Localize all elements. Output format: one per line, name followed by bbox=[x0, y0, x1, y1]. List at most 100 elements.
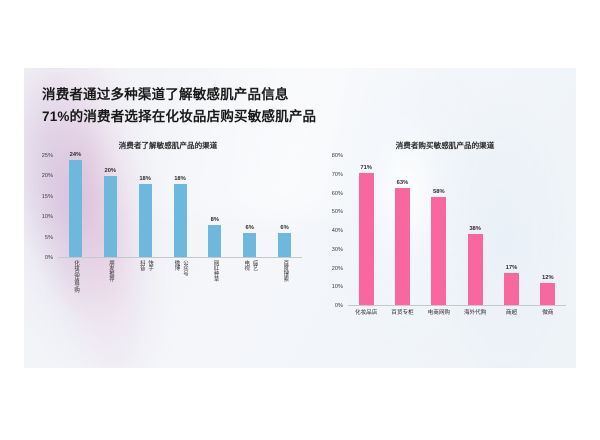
x-axis-category: 百货专柜 bbox=[384, 308, 420, 324]
x-axis-category: 朋友推荐 bbox=[93, 260, 128, 306]
bar-item[interactable]: 12% bbox=[530, 156, 566, 305]
x-axis-category: 百度搜索 bbox=[267, 260, 302, 306]
bar[interactable] bbox=[173, 184, 187, 257]
x-axis-category: 电商网购 bbox=[421, 308, 457, 324]
x-axis-category-label: 微商 bbox=[542, 310, 554, 316]
bar-item[interactable]: 8% bbox=[197, 156, 232, 257]
y-axis: 25% 20% 15% 10% 5% 0% bbox=[30, 153, 56, 261]
bar-item[interactable]: 71% bbox=[348, 156, 384, 305]
bar-value-label: 6% bbox=[245, 224, 254, 231]
bar[interactable] bbox=[394, 187, 410, 305]
bar[interactable] bbox=[243, 232, 257, 257]
chart-purchase-channels: 消费者购买敏感肌产品的渠道 80% 70% 60% 50% 40% 30% 20% 10% 0%… bbox=[320, 140, 570, 368]
plot-area: 25% 20% 15% 10% 5% 0% 24% 20% 18% 18% 8% 6% 6% bbox=[30, 152, 306, 261]
bar[interactable] bbox=[467, 234, 483, 305]
bar[interactable] bbox=[208, 224, 222, 257]
y-axis-tick: 20% bbox=[41, 173, 53, 180]
bar-item[interactable]: 20% bbox=[93, 156, 128, 257]
bar-value-label: 71% bbox=[360, 164, 372, 171]
y-axis-tick: 25% bbox=[41, 153, 53, 159]
x-axis-category: 抖音 快手 bbox=[128, 260, 163, 306]
bar[interactable] bbox=[103, 176, 117, 257]
bar-value-label: 63% bbox=[396, 179, 409, 186]
chart-awareness-channels: 消费者了解敏感肌产品的渠道 25% 20% 15% 10% 5% 0% 24% 20% 18%… bbox=[30, 140, 306, 368]
x-axis-category-label: 化妆品店导购 bbox=[73, 260, 80, 293]
y-axis-tick: 10% bbox=[41, 214, 53, 221]
bar-value-label: 24% bbox=[69, 152, 82, 159]
y-axis: 80% 70% 60% 50% 40% 30% 20% 10% 0% bbox=[320, 153, 346, 309]
x-axis-category: 海外代购 bbox=[457, 308, 493, 324]
bar-value-label: 18% bbox=[139, 176, 151, 183]
x-axis-category-label: 电视 bbox=[243, 260, 250, 271]
bar-item[interactable]: 18% bbox=[128, 156, 163, 257]
x-axis-categories: 化妆品店 百货专柜 电商网购 海外代购 商超 微商 bbox=[348, 308, 566, 324]
y-axis-tick: 10% bbox=[331, 284, 343, 291]
chart-title: 消费者了解敏感肌产品的渠道 bbox=[118, 141, 218, 150]
bar[interactable] bbox=[68, 160, 82, 257]
x-axis-category: 微博 公众号 bbox=[163, 260, 198, 306]
headline-line-1: 消费者通过多种渠道了解敏感肌产品信息 bbox=[42, 87, 289, 102]
bar-item[interactable]: 58% bbox=[421, 156, 457, 305]
y-axis-tick: 80% bbox=[331, 153, 343, 159]
bar-value-label: 58% bbox=[433, 188, 445, 195]
bar[interactable] bbox=[540, 282, 556, 305]
bar-value-label: 20% bbox=[104, 168, 117, 175]
bar-item[interactable]: 63% bbox=[384, 156, 420, 305]
bar-value-label: 17% bbox=[505, 265, 518, 272]
bar[interactable] bbox=[138, 184, 152, 257]
x-axis-category-label: 电商网购 bbox=[427, 310, 451, 316]
bar[interactable] bbox=[431, 196, 447, 305]
bar-value-label: 6% bbox=[280, 224, 289, 231]
bars-group: 71% 63% 58% 38% 17% 12% bbox=[348, 156, 566, 306]
x-axis-categories: 化妆品店导购 朋友推荐 抖音 快手 微博 公众号 网红种草 电视 综艺 百度搜索 bbox=[58, 260, 302, 306]
bar-value-label: 8% bbox=[210, 216, 220, 223]
x-axis-category-label: 公众号 bbox=[181, 260, 188, 277]
y-axis-tick: 15% bbox=[41, 193, 53, 200]
bar[interactable] bbox=[278, 232, 292, 257]
x-axis-category-label: 抖音 bbox=[138, 260, 145, 271]
bar-item[interactable]: 38% bbox=[457, 156, 493, 305]
x-axis-category-label: 快手 bbox=[147, 260, 154, 271]
x-axis-category-label: 商超 bbox=[505, 310, 518, 316]
y-axis-tick: 0% bbox=[334, 303, 343, 309]
y-axis-tick: 70% bbox=[331, 171, 343, 178]
bar-item[interactable]: 18% bbox=[163, 156, 198, 257]
y-axis-tick: 0% bbox=[44, 255, 53, 261]
bar-item[interactable]: 6% bbox=[267, 156, 302, 257]
x-axis-category-label: 百货专柜 bbox=[391, 310, 414, 316]
bars-group: 24% 20% 18% 18% 8% 6% 6% bbox=[58, 152, 302, 258]
x-axis-category: 微商 bbox=[530, 308, 566, 324]
chart-title: 消费者购买敏感肌产品的渠道 bbox=[395, 141, 495, 150]
bar-item[interactable]: 6% bbox=[232, 156, 267, 257]
x-axis-category: 商超 bbox=[493, 308, 529, 324]
bar[interactable] bbox=[358, 172, 374, 305]
bar-value-label: 18% bbox=[174, 176, 186, 183]
bar-value-label: 12% bbox=[541, 274, 554, 281]
x-axis-category: 化妆品店 bbox=[348, 308, 384, 324]
plot-area: 80% 70% 60% 50% 40% 30% 20% 10% 0% 71% 63% 58% 38% 1… bbox=[320, 153, 570, 309]
x-axis-category: 电视 综艺 bbox=[232, 260, 267, 306]
x-axis-category-label: 综艺 bbox=[251, 260, 258, 271]
headline: 消费者通过多种渠道了解敏感肌产品信息 71%的消费者选择在化妆品店购买敏感肌产品 bbox=[42, 84, 316, 128]
y-axis-tick: 40% bbox=[331, 228, 343, 234]
x-axis-category: 网红种草 bbox=[197, 260, 232, 306]
x-axis-category: 化妆品店导购 bbox=[58, 260, 93, 306]
y-axis-tick: 5% bbox=[44, 234, 53, 241]
y-axis-tick: 60% bbox=[331, 190, 343, 197]
y-axis-tick: 20% bbox=[331, 265, 343, 272]
x-axis-category-label: 朋友推荐 bbox=[107, 260, 114, 282]
charts-container: 消费者了解敏感肌产品的渠道 25% 20% 15% 10% 5% 0% 24% 20% 18%… bbox=[24, 140, 576, 368]
x-axis-category-label: 百度搜索 bbox=[282, 260, 289, 282]
bar-item[interactable]: 17% bbox=[493, 156, 529, 305]
x-axis-category-label: 网红种草 bbox=[212, 260, 219, 282]
bar[interactable] bbox=[503, 273, 519, 305]
x-axis-category-label: 化妆品店 bbox=[354, 310, 378, 316]
bar-value-label: 38% bbox=[469, 226, 481, 233]
infographic-panel: 消费者通过多种渠道了解敏感肌产品信息 71%的消费者选择在化妆品店购买敏感肌产品… bbox=[24, 68, 576, 368]
y-axis-tick: 50% bbox=[331, 209, 343, 216]
x-axis-category-label: 海外代购 bbox=[463, 310, 487, 316]
headline-line-2: 71%的消费者选择在化妆品店购买敏感肌产品 bbox=[42, 109, 317, 124]
bar-item[interactable]: 24% bbox=[58, 152, 93, 257]
y-axis-tick: 30% bbox=[331, 246, 343, 253]
